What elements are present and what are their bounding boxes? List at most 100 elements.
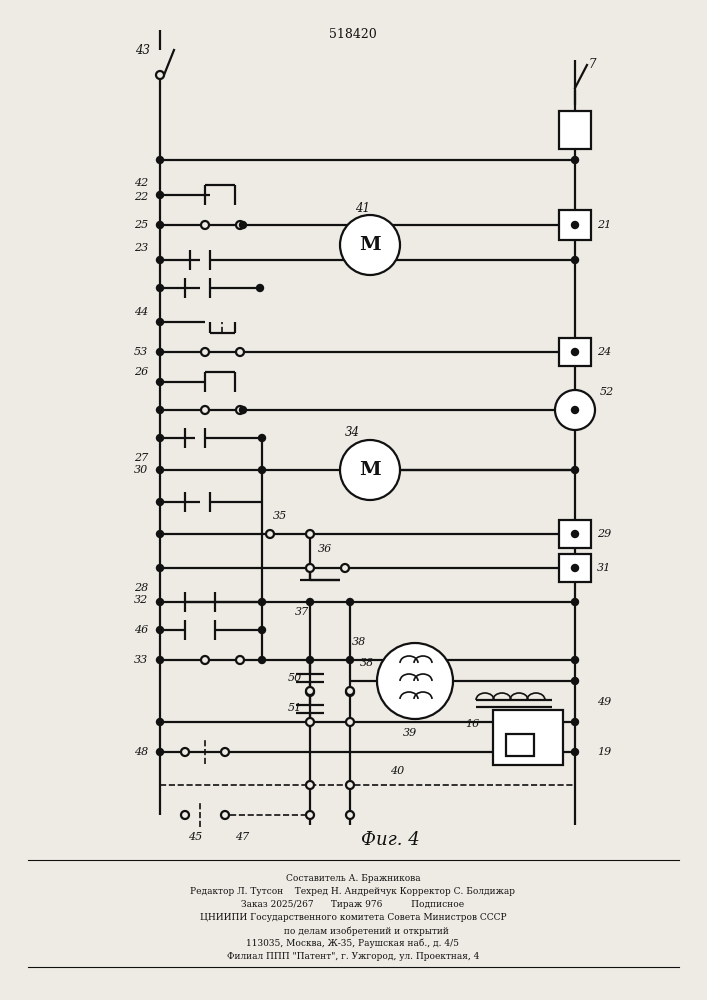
Circle shape <box>257 284 264 292</box>
Text: 35: 35 <box>273 511 287 521</box>
Circle shape <box>266 530 274 538</box>
Circle shape <box>236 406 244 414</box>
Text: Составитель А. Бражникова: Составитель А. Бражникова <box>286 874 421 883</box>
Text: 43: 43 <box>135 43 150 56</box>
Circle shape <box>156 406 163 414</box>
Bar <box>559 338 591 366</box>
Text: 518420: 518420 <box>329 28 377 41</box>
Circle shape <box>156 222 163 229</box>
Text: 29: 29 <box>597 529 612 539</box>
Circle shape <box>306 564 314 572</box>
Text: по делам изобретений и открытий: по делам изобретений и открытий <box>257 926 448 936</box>
Circle shape <box>156 318 163 326</box>
Circle shape <box>571 656 578 664</box>
Circle shape <box>156 564 163 572</box>
Text: ЦНИИПИ Государственного комитета Совета Министров СССР: ЦНИИПИ Государственного комитета Совета … <box>199 913 506 922</box>
Circle shape <box>156 434 163 442</box>
Circle shape <box>571 256 578 263</box>
Circle shape <box>156 256 163 263</box>
Circle shape <box>571 530 578 538</box>
Text: Заказ 2025/267      Тираж 976          Подписное: Заказ 2025/267 Тираж 976 Подписное <box>241 900 464 909</box>
Text: 34: 34 <box>345 426 360 438</box>
Text: 31: 31 <box>597 563 612 573</box>
Circle shape <box>156 156 163 163</box>
Text: 42: 42 <box>134 178 148 188</box>
Text: 45: 45 <box>188 832 202 842</box>
Circle shape <box>306 687 314 695</box>
Circle shape <box>571 598 578 605</box>
Text: 39: 39 <box>403 728 417 738</box>
Text: 36: 36 <box>318 544 332 554</box>
Circle shape <box>156 530 163 538</box>
Text: 38: 38 <box>360 658 374 668</box>
Text: 40: 40 <box>390 766 404 776</box>
Text: 25: 25 <box>134 220 148 230</box>
Circle shape <box>156 626 163 634</box>
Circle shape <box>346 688 354 696</box>
Circle shape <box>571 564 578 572</box>
Circle shape <box>571 466 578 474</box>
Bar <box>559 210 591 240</box>
Circle shape <box>571 222 578 229</box>
Text: 113035, Москва, Ж-35, Раушская наб., д. 4/5: 113035, Москва, Ж-35, Раушская наб., д. … <box>247 939 460 948</box>
Text: 23: 23 <box>134 243 148 253</box>
Circle shape <box>346 718 354 726</box>
Circle shape <box>236 221 244 229</box>
Text: Фиг. 4: Фиг. 4 <box>361 831 419 849</box>
Circle shape <box>156 748 163 756</box>
Text: 44: 44 <box>134 307 148 317</box>
Circle shape <box>259 626 266 634</box>
Text: 46: 46 <box>134 625 148 635</box>
Circle shape <box>240 406 247 414</box>
Text: 48: 48 <box>134 747 148 757</box>
Circle shape <box>156 466 163 474</box>
Circle shape <box>306 781 314 789</box>
Circle shape <box>156 284 163 292</box>
Circle shape <box>221 748 229 756</box>
Circle shape <box>571 156 578 163</box>
Text: 47: 47 <box>235 832 249 842</box>
Text: 49: 49 <box>597 697 612 707</box>
Circle shape <box>377 643 453 719</box>
Circle shape <box>571 718 578 726</box>
Circle shape <box>181 811 189 819</box>
Circle shape <box>259 434 266 442</box>
Circle shape <box>340 215 400 275</box>
Bar <box>559 520 591 548</box>
Circle shape <box>346 687 354 695</box>
Circle shape <box>236 348 244 356</box>
Circle shape <box>346 781 354 789</box>
Text: 33: 33 <box>134 655 148 665</box>
Circle shape <box>156 192 163 198</box>
Text: Редактор Л. Тутсон    Техред Н. Андрейчук Корректор С. Болдижар: Редактор Л. Тутсон Техред Н. Андрейчук К… <box>190 887 515 896</box>
Text: 41: 41 <box>355 202 370 215</box>
Text: 53: 53 <box>134 347 148 357</box>
Circle shape <box>571 678 578 684</box>
Text: 50: 50 <box>288 673 302 683</box>
Circle shape <box>571 349 578 356</box>
Text: 27: 27 <box>134 453 148 463</box>
Text: 52: 52 <box>600 387 614 397</box>
Circle shape <box>156 718 163 726</box>
Text: Филиал ППП "Патент", г. Ужгород, ул. Проектная, 4: Филиал ППП "Патент", г. Ужгород, ул. Про… <box>227 952 479 961</box>
Text: 22: 22 <box>134 192 148 202</box>
Text: 26: 26 <box>134 367 148 377</box>
Bar <box>493 710 563 764</box>
Circle shape <box>156 378 163 385</box>
Text: 19: 19 <box>597 747 612 757</box>
Text: M: M <box>359 461 381 479</box>
Circle shape <box>201 656 209 664</box>
Circle shape <box>306 811 314 819</box>
Circle shape <box>571 406 578 414</box>
Circle shape <box>201 406 209 414</box>
Circle shape <box>201 221 209 229</box>
Circle shape <box>346 598 354 605</box>
Circle shape <box>571 748 578 756</box>
Circle shape <box>259 466 266 474</box>
Circle shape <box>156 656 163 664</box>
Bar <box>506 734 534 756</box>
Bar <box>559 554 591 582</box>
Circle shape <box>555 390 595 430</box>
Circle shape <box>181 748 189 756</box>
Circle shape <box>156 349 163 356</box>
